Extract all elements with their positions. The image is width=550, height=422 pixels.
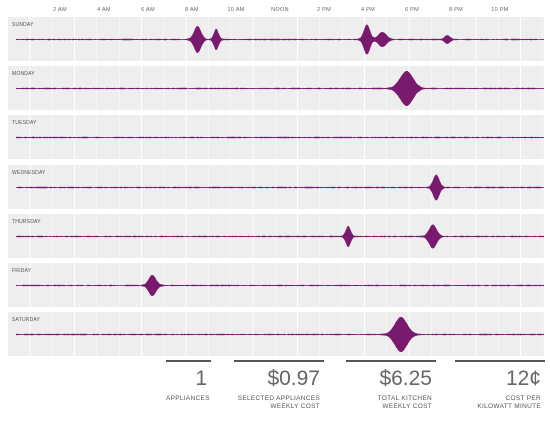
summary-stats: 1 APPLIANCES $0.97 SELECTED APPLIANCES W…: [0, 360, 550, 422]
day-row-sunday: SUNDAY: [8, 17, 544, 61]
day-row-saturday: SATURDAY: [8, 312, 544, 357]
day-row-monday: MONDAY: [8, 66, 544, 111]
day-label: SATURDAY: [12, 317, 41, 324]
day-usage-plot: [16, 71, 544, 107]
day-row-wednesday: WEDNESDAY: [8, 164, 544, 209]
time-tick-label: 2 PM: [316, 7, 332, 13]
stat-value-appliances: 1: [195, 367, 207, 390]
stat-value-total-kitchen: $6.25: [379, 367, 432, 390]
stat-rule: [346, 360, 436, 362]
time-tick-label: 8 AM: [185, 7, 199, 13]
stat-caption-selected-cost: SELECTED APPLIANCES WEEKLY COST: [234, 395, 324, 410]
usage-violin: [16, 71, 544, 107]
day-usage-plot: [16, 274, 544, 297]
day-usage-plot: [16, 137, 544, 139]
stat-value-cost-per-minute: 12¢: [505, 367, 541, 390]
stat-selected-cost: $0.97 SELECTED APPLIANCES WEEKLY COST: [234, 360, 324, 410]
stat-cost-per-minute: 12¢ COST PER KILOWATT MINUTE: [455, 360, 545, 410]
day-usage-plot: [16, 224, 544, 249]
stat-total-kitchen: $6.25 TOTAL KITCHEN WEEKLY COST: [346, 360, 436, 410]
stat-caption-cost-per-minute: COST PER KILOWATT MINUTE: [455, 395, 545, 410]
caption-line: KILOWATT MINUTE: [477, 402, 541, 410]
usage-violin: [16, 174, 544, 200]
day-row-tuesday: TUESDAY: [8, 115, 544, 160]
usage-violin: [16, 317, 544, 353]
day-label: MONDAY: [12, 71, 35, 78]
stat-rule: [234, 360, 324, 362]
stat-appliances: 1 APPLIANCES: [166, 360, 211, 403]
day-usage-plot: [16, 174, 544, 200]
stat-rule: [455, 360, 545, 362]
time-tick-label: 2 AM: [53, 7, 67, 13]
usage-violin: [16, 274, 544, 297]
day-label: TUESDAY: [12, 120, 37, 127]
stat-value-selected-cost: $0.97: [267, 367, 320, 390]
day-usage-plot: [16, 24, 544, 55]
stat-rule: [166, 360, 211, 362]
time-axis: 2 AM 4 AM 6 AM 8 AM 10 AM NOON 2 PM 4 PM 6 PM 8 P…: [0, 0, 550, 18]
stat-caption-appliances: APPLIANCES: [166, 395, 211, 403]
day-label: SUNDAY: [12, 22, 34, 28]
day-label: FRIDAY: [12, 268, 32, 274]
day-row-friday: FRIDAY: [8, 263, 544, 307]
usage-violin: [16, 24, 544, 55]
time-tick-label: 10 PM: [491, 7, 509, 13]
usage-violin: [16, 224, 544, 249]
caption-line: WEEKLY COST: [270, 402, 320, 410]
time-tick-label: 4 PM: [360, 7, 376, 13]
caption-line: TOTAL KITCHEN: [377, 395, 432, 402]
caption-line: COST PER: [505, 395, 541, 402]
day-usage-plot: [16, 317, 544, 353]
usage-violin: [16, 137, 544, 139]
time-tick-label: 10 AM: [227, 7, 245, 13]
day-label: WEDNESDAY: [12, 169, 46, 176]
time-tick-label: 6 AM: [141, 7, 155, 13]
time-tick-label: 4 AM: [97, 7, 111, 13]
caption-line: APPLIANCES: [166, 395, 210, 402]
day-row-thursday: THURSDAY: [8, 213, 544, 258]
time-tick-label: 8 PM: [448, 7, 464, 13]
caption-line: WEEKLY COST: [382, 402, 432, 410]
caption-line: SELECTED APPLIANCES: [237, 395, 320, 402]
time-tick-label: NOON: [271, 7, 289, 13]
time-tick-label: 6 PM: [404, 7, 420, 13]
stat-caption-total-kitchen: TOTAL KITCHEN WEEKLY COST: [346, 395, 436, 410]
day-label: THURSDAY: [12, 218, 41, 225]
